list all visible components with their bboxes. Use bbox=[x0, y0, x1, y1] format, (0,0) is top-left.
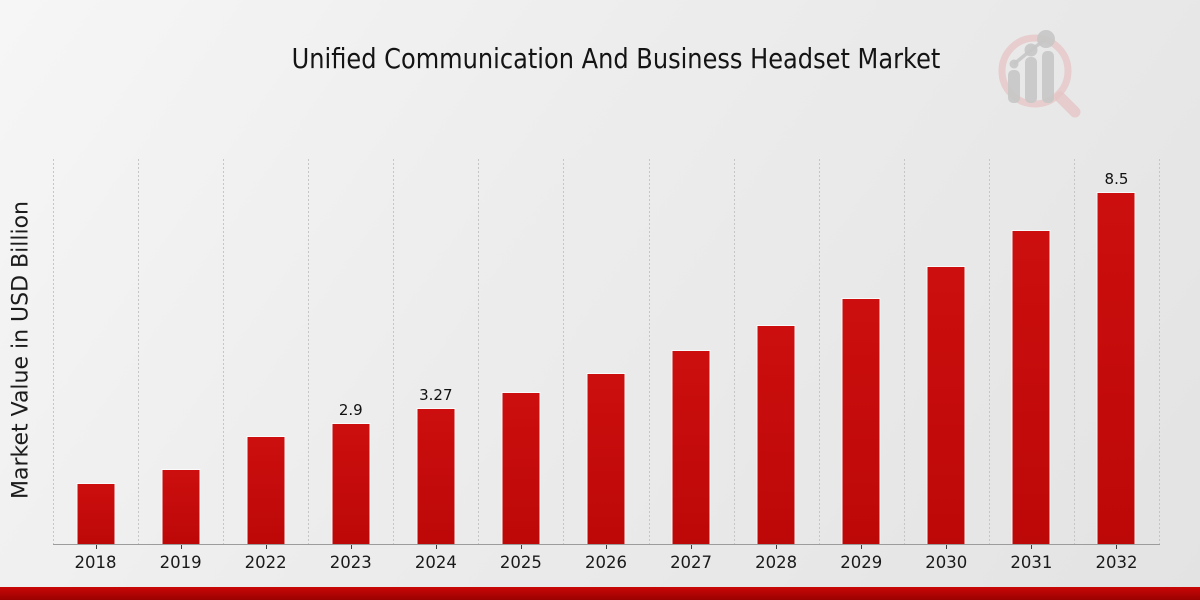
category-band-2026: 2026 bbox=[563, 159, 648, 572]
gridline bbox=[53, 159, 54, 544]
gridline bbox=[393, 159, 395, 544]
gridline bbox=[903, 159, 905, 544]
x-tick-label-2023: 2023 bbox=[329, 553, 372, 572]
bar-2024 bbox=[417, 409, 455, 544]
bar-value-label-2032: 8.5 bbox=[1104, 170, 1129, 188]
axis-tick bbox=[95, 544, 97, 549]
bottom-accent-strip bbox=[0, 587, 1200, 600]
axis-tick bbox=[605, 544, 607, 549]
category-band-2029: 2029 bbox=[819, 159, 904, 572]
x-axis-line bbox=[53, 544, 1160, 545]
bar-value-label-2024: 3.27 bbox=[419, 386, 453, 404]
x-tick-label-2028: 2028 bbox=[755, 553, 798, 572]
bar-2018 bbox=[77, 484, 115, 544]
axis-tick bbox=[520, 544, 522, 549]
gridline bbox=[988, 159, 990, 544]
axis-tick bbox=[1031, 544, 1033, 549]
axis-tick bbox=[265, 544, 267, 549]
x-tick-label-2032: 2032 bbox=[1095, 553, 1138, 572]
x-tick-label-2027: 2027 bbox=[670, 553, 713, 572]
axis-tick bbox=[861, 544, 863, 549]
gridline bbox=[138, 159, 140, 544]
x-tick-label-2026: 2026 bbox=[584, 553, 627, 572]
category-band-2027: 2027 bbox=[649, 159, 734, 572]
category-band-2019: 2019 bbox=[138, 159, 223, 572]
x-tick-label-2025: 2025 bbox=[499, 553, 542, 572]
bar-2029 bbox=[842, 299, 880, 544]
bar-2028 bbox=[757, 326, 795, 544]
category-band-2023: 2.9 2023 bbox=[308, 159, 393, 572]
gridline bbox=[223, 159, 225, 544]
bar-2023 bbox=[332, 424, 370, 544]
bar-2030 bbox=[927, 267, 965, 544]
x-tick-label-2024: 2024 bbox=[414, 553, 457, 572]
gridline bbox=[478, 159, 480, 544]
category-band-2018: 2018 bbox=[53, 159, 138, 572]
category-band-2025: 2025 bbox=[478, 159, 563, 572]
gridline bbox=[733, 159, 735, 544]
category-band-2030: 2030 bbox=[904, 159, 989, 572]
axis-tick bbox=[776, 544, 778, 549]
bar-2026 bbox=[587, 374, 625, 544]
x-tick-label-2022: 2022 bbox=[244, 553, 287, 572]
category-band-2032: 8.5 2032 bbox=[1074, 159, 1159, 572]
y-axis-label: Market Value in USD Billion bbox=[8, 200, 34, 500]
bar-2025 bbox=[502, 393, 540, 544]
bar-2022 bbox=[247, 437, 285, 544]
gridline bbox=[818, 159, 820, 544]
bar-2031 bbox=[1012, 231, 1050, 544]
category-band-2028: 2028 bbox=[734, 159, 819, 572]
magnifier-bar-chart-logo-icon bbox=[998, 30, 1081, 118]
axis-tick bbox=[946, 544, 948, 549]
category-band-2022: 2022 bbox=[223, 159, 308, 572]
gridline bbox=[308, 159, 310, 544]
gridline bbox=[1159, 159, 1160, 544]
x-tick-label-2029: 2029 bbox=[840, 553, 883, 572]
x-tick-label-2031: 2031 bbox=[1010, 553, 1053, 572]
bar-value-label-2023: 2.9 bbox=[338, 401, 363, 419]
gridline bbox=[563, 159, 565, 544]
axis-tick bbox=[691, 544, 693, 549]
bar-2019 bbox=[162, 470, 200, 544]
axis-tick bbox=[180, 544, 182, 549]
category-band-2031: 2031 bbox=[989, 159, 1074, 572]
x-tick-label-2030: 2030 bbox=[925, 553, 968, 572]
bar-2032 bbox=[1097, 193, 1135, 544]
gridline bbox=[1073, 159, 1075, 544]
x-tick-label-2018: 2018 bbox=[74, 553, 117, 572]
chart-title: Unified Communication And Business Heads… bbox=[291, 42, 941, 75]
axis-tick bbox=[350, 544, 352, 549]
axis-tick bbox=[435, 544, 437, 549]
gridline bbox=[648, 159, 650, 544]
x-tick-label-2019: 2019 bbox=[159, 553, 202, 572]
bar-2027 bbox=[672, 351, 710, 544]
plot-area: 2018 2019 2022 2.9 2023 3.27 2024 2025 2026 2027 2… bbox=[53, 159, 1160, 572]
axis-tick bbox=[1116, 544, 1118, 549]
category-band-2024: 3.27 2024 bbox=[393, 159, 478, 572]
